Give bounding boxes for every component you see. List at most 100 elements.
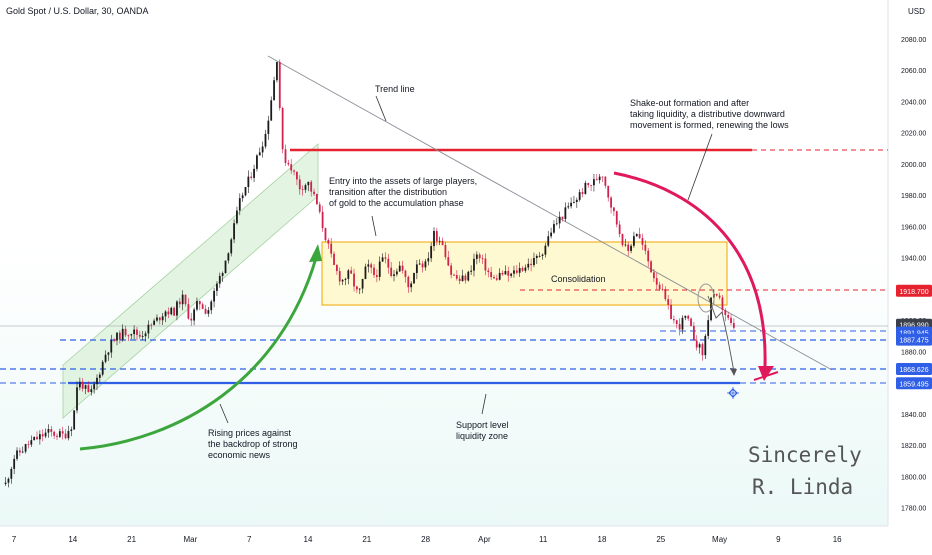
candle-body	[267, 120, 270, 134]
price-tag-bg	[896, 284, 932, 297]
candle-body	[450, 265, 453, 275]
candle-body	[675, 320, 678, 325]
candle-body	[93, 384, 96, 390]
candle-body	[604, 176, 607, 186]
candle-body	[313, 191, 315, 195]
candle-body	[224, 260, 227, 274]
candle-body	[84, 385, 87, 389]
candle-body	[253, 168, 255, 178]
x-tick-label: 16	[833, 535, 842, 544]
candle-body	[307, 181, 310, 186]
candle-body	[641, 238, 644, 245]
time-axis-panel[interactable]	[0, 526, 888, 550]
candle-body	[158, 317, 161, 321]
candle-body	[570, 202, 572, 207]
candle-body	[684, 315, 687, 318]
candle-body	[284, 149, 287, 163]
x-tick-label: 14	[68, 535, 77, 544]
x-tick-label: 11	[539, 535, 548, 544]
candle-body	[630, 245, 632, 251]
candle-body	[136, 329, 138, 335]
price-axis-panel[interactable]	[888, 0, 932, 550]
projected-path	[707, 295, 735, 373]
candle-body	[427, 258, 430, 262]
candle-body	[498, 272, 501, 280]
candle-body	[101, 361, 104, 375]
y-tick-label: 1800.00	[901, 474, 926, 481]
candle-body	[650, 261, 652, 273]
candle-body	[61, 431, 64, 434]
candle-body	[561, 216, 564, 219]
candle-body	[21, 451, 24, 453]
price-tag-label: 1887.475	[899, 338, 928, 345]
candle-body	[96, 377, 98, 385]
candle-body	[550, 232, 552, 237]
candle-body	[461, 275, 464, 282]
candle-body	[150, 324, 153, 326]
candle-body	[593, 179, 595, 186]
candle-body	[218, 275, 221, 284]
price-tag-label: 1859.495	[899, 381, 928, 388]
y-tick-label: 1820.00	[901, 443, 926, 450]
candle-body	[484, 258, 487, 271]
candle-body	[361, 279, 364, 289]
candle-body	[664, 289, 667, 300]
candle-body	[107, 352, 110, 355]
candle-body	[704, 335, 707, 356]
falling-arrow	[613, 171, 767, 367]
candle-body	[667, 299, 670, 305]
candle-body	[393, 274, 395, 277]
x-tick-label: 7	[12, 535, 17, 544]
candle-body	[44, 432, 47, 437]
price-tags: 1918.7001896.9901891.9451887.4751868.626…	[896, 284, 932, 390]
price-tag-bg	[896, 363, 932, 376]
target-marker[interactable]	[727, 387, 739, 399]
y-tick-label: 2000.00	[901, 162, 926, 169]
candle-body	[153, 320, 156, 325]
candle-body	[287, 162, 290, 165]
rising-arrowhead	[309, 244, 322, 262]
candle-body	[515, 270, 518, 273]
candle-body	[364, 266, 367, 280]
candle-body	[407, 276, 410, 288]
candle-body	[673, 319, 675, 321]
candle-body	[518, 268, 521, 273]
candle-body	[133, 329, 136, 335]
candle-body	[595, 179, 598, 181]
candle-body	[347, 270, 350, 279]
candle-body	[618, 224, 621, 235]
candle-body	[413, 273, 415, 284]
candle-body	[598, 176, 601, 181]
candle-body	[290, 164, 293, 171]
candle-body	[521, 268, 524, 271]
candle-body	[730, 317, 732, 324]
candle-body	[430, 246, 433, 259]
candle-body	[355, 286, 358, 290]
candle-body	[207, 310, 210, 314]
candle-body	[478, 254, 481, 259]
currency-label: USD	[908, 7, 925, 16]
y-tick-label: 1840.00	[901, 412, 926, 419]
candle-body	[298, 179, 301, 190]
candle-body	[90, 389, 93, 393]
candle-body	[613, 207, 615, 212]
candle-body	[276, 62, 278, 81]
trend-line-label: Trend line	[375, 84, 415, 94]
candle-body	[113, 340, 116, 341]
candle-body	[13, 458, 16, 469]
y-tick-label: 2040.00	[901, 99, 926, 106]
falling-arrow-tail	[753, 371, 779, 381]
candle-body	[633, 236, 635, 246]
candle-body	[344, 278, 347, 280]
candle-body	[338, 271, 341, 282]
candle-body	[116, 332, 118, 341]
candle-body	[701, 344, 704, 356]
shakeout-pointer	[687, 133, 713, 201]
candle-body	[695, 340, 698, 348]
candle-body	[247, 176, 250, 188]
candle-body	[293, 170, 295, 172]
y-tick-label: 1980.00	[901, 193, 926, 200]
candle-body	[327, 240, 330, 244]
price-tag-label: 1918.700	[899, 289, 928, 296]
